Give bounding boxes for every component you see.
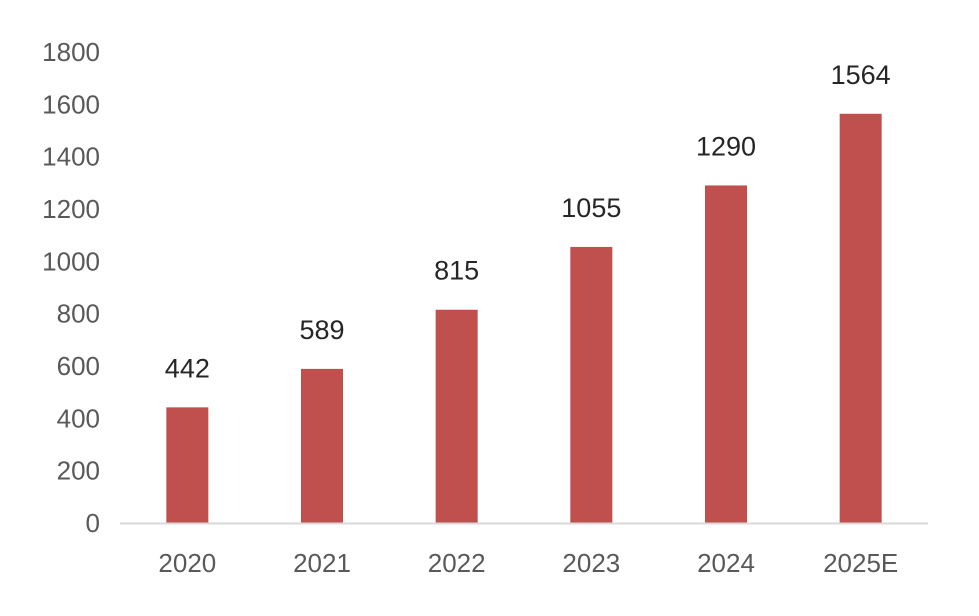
x-tick-label-2020: 2020 [158,548,216,578]
data-label-2021: 589 [299,315,344,345]
x-tick-label-2021: 2021 [293,548,351,578]
bar-2021 [301,368,343,523]
data-label-2025E: 1564 [831,60,891,90]
x-tick-label-2023: 2023 [562,548,620,578]
data-label-2024: 1290 [696,131,756,161]
y-tick-label: 1400 [42,142,100,172]
data-label-2020: 442 [165,353,210,383]
y-tick-label: 200 [57,456,100,486]
bar-2025E [839,113,882,524]
x-axis-tick-labels: 2020 2021 2022 2023 2024 2025E [158,548,898,578]
y-tick-label: 1000 [42,246,100,276]
x-tick-label-2022: 2022 [428,548,486,578]
bar-2022 [435,309,478,523]
bar-2023 [570,246,613,524]
y-tick-label: 1200 [42,194,100,224]
bar-2020 [166,407,209,523]
y-tick-label: 1800 [42,37,100,67]
bar-series [166,113,882,524]
data-label-2023: 1055 [561,193,621,223]
x-tick-label-2025E: 2025E [823,548,898,578]
y-tick-label: 800 [57,299,100,329]
x-tick-label-2024: 2024 [697,548,755,578]
y-tick-label: 0 [86,508,100,538]
y-tick-label: 600 [57,351,100,381]
y-tick-label: 400 [57,403,100,433]
bar-2024 [705,185,747,523]
y-axis-tick-labels: 0 200 400 600 800 1000 1200 1400 1600 1800 [42,37,100,538]
y-tick-label: 1600 [42,89,100,119]
bar-data-labels: 442 589 815 1055 1290 1564 [165,60,891,384]
data-label-2022: 815 [434,256,479,286]
